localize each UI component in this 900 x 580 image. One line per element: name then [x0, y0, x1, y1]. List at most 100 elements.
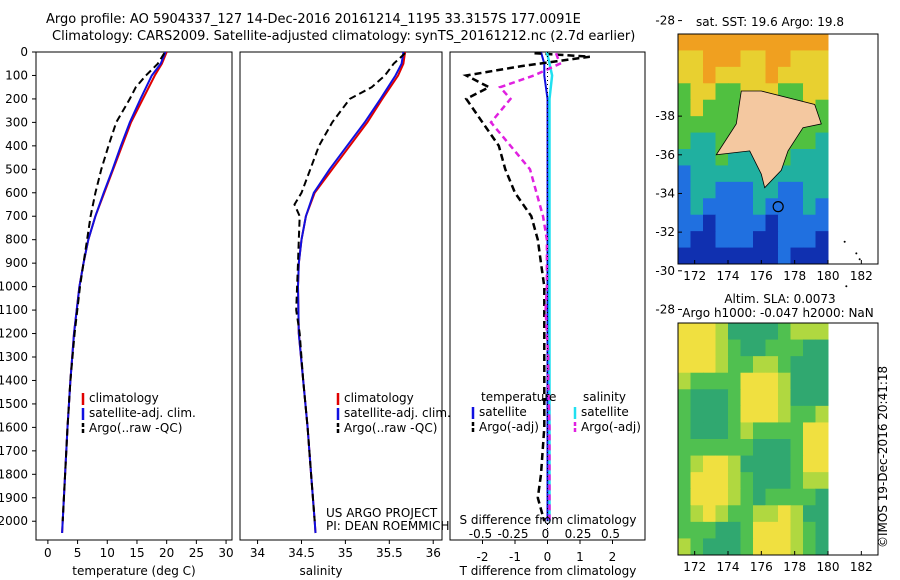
sst-cell — [703, 83, 716, 101]
sla-cell — [790, 521, 804, 539]
sst-lon-tick-label: 178 — [783, 269, 806, 283]
sst-cell — [678, 198, 691, 216]
sst-cell — [715, 165, 729, 183]
temperature-tick-label: 5 — [74, 546, 82, 560]
sst-cell — [678, 214, 691, 232]
sla-cell — [715, 538, 729, 556]
sst-frame — [677, 33, 879, 265]
sla-cell — [740, 488, 754, 506]
temperature-legend-label: satellite-adj. clim. — [89, 406, 196, 420]
sst-cell — [740, 231, 754, 249]
sst-cell — [790, 165, 804, 183]
sst-cell — [803, 247, 816, 265]
sst-cell — [728, 247, 741, 265]
sst-cell — [815, 214, 829, 232]
sst-cell — [790, 50, 804, 68]
sla-cell — [803, 323, 816, 341]
sst-cell — [790, 247, 804, 265]
salinity-tick-label: 35 — [338, 546, 353, 560]
sla-cell — [803, 455, 816, 473]
difference-series-t-argo-adj- — [462, 52, 590, 522]
sla-cell — [815, 339, 829, 357]
sst-cell — [703, 149, 716, 166]
depth-tick-label: 600 — [5, 186, 28, 200]
sst-cell — [715, 198, 729, 216]
sla-cell — [690, 439, 704, 457]
profile-title: Argo profile: AO 5904337_127 14-Dec-2016… — [46, 12, 581, 27]
sst-cell — [740, 198, 754, 216]
sla-lon-tick-label: 174 — [717, 560, 740, 574]
sst-cell — [740, 165, 754, 183]
sla-lat-tick-label: -30 — [655, 264, 675, 278]
sst-cell — [715, 214, 729, 232]
sla-cell — [703, 505, 716, 523]
sdiff-tick-label: 0.5 — [601, 527, 620, 541]
sla-cell — [790, 422, 804, 440]
project-pi: PI: DEAN ROEMMICH — [326, 519, 449, 533]
sla-cell — [790, 339, 804, 357]
sla-cell — [815, 472, 829, 490]
sst-cell — [728, 66, 741, 84]
sla-cell — [790, 389, 804, 407]
sst-cell — [715, 83, 729, 101]
sla-cell — [715, 505, 729, 523]
sla-cell — [715, 521, 729, 539]
sla-cell — [753, 356, 766, 374]
salinity-series-satellite-adj-clim- — [296, 52, 405, 534]
sdiff-tick-label: -0.5 — [469, 527, 492, 541]
depth-tick-label: 300 — [5, 115, 28, 129]
salinity-series-argo-raw-qc- — [293, 52, 406, 522]
sla-island — [845, 285, 848, 288]
sst-cell — [765, 66, 779, 84]
sla-lon-tick-label: 178 — [783, 560, 806, 574]
sla-cell — [803, 521, 816, 539]
depth-tick-label: 1800 — [0, 467, 28, 481]
temperature-frame — [35, 51, 233, 541]
sla-cell — [678, 488, 691, 506]
sla-cell — [790, 405, 804, 423]
temperature-legend-label: climatology — [89, 391, 159, 405]
sst-cell — [703, 247, 716, 265]
sst-cell — [690, 165, 704, 183]
sst-cell — [803, 83, 816, 101]
sla-island — [855, 252, 858, 255]
sla-cell — [815, 488, 829, 506]
sst-cell — [715, 50, 729, 68]
sla-map-title: Altim. SLA: 0.0073 — [724, 292, 835, 306]
sst-cell — [753, 214, 766, 232]
sst-cell — [790, 149, 804, 166]
sla-cell — [803, 505, 816, 523]
sla-cell — [765, 505, 779, 523]
sst-cell — [815, 149, 829, 166]
sla-cell — [753, 372, 766, 390]
sla-cell — [728, 422, 741, 440]
sst-cell — [690, 181, 704, 199]
depth-tick-label: 1100 — [0, 303, 28, 317]
sla-cell — [740, 356, 754, 374]
sst-cell — [690, 214, 704, 232]
sla-cell — [715, 488, 729, 506]
sla-cell — [678, 538, 691, 556]
sla-cell — [815, 538, 829, 556]
sla-cell — [728, 405, 741, 423]
sla-cell — [715, 372, 729, 390]
sla-cell — [753, 389, 766, 407]
sla-cell — [678, 339, 691, 357]
sst-cell — [728, 83, 741, 101]
sst-cell — [678, 83, 691, 101]
sst-cell — [740, 181, 754, 199]
sst-cell — [715, 181, 729, 199]
sla-cell — [753, 521, 766, 539]
sst-cell — [815, 165, 829, 183]
sla-cell — [778, 339, 791, 357]
sla-cell — [690, 521, 704, 539]
salinity-tick-label: 34 — [250, 546, 265, 560]
sla-cell — [690, 422, 704, 440]
sla-cell — [815, 439, 829, 457]
sst-cell — [703, 231, 716, 249]
salinity-tick-label: 36 — [426, 546, 441, 560]
sla-cell — [740, 389, 754, 407]
sla-cell — [753, 422, 766, 440]
tdiff-tick-label: -2 — [477, 550, 489, 564]
sla-cell — [753, 455, 766, 473]
